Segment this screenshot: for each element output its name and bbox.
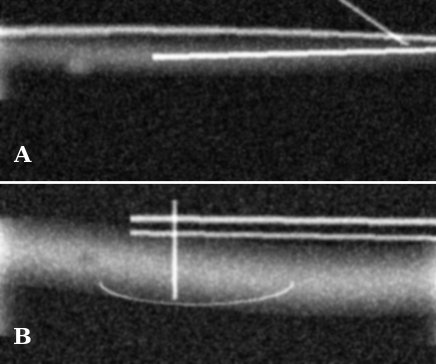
Text: B: B: [13, 328, 32, 349]
Text: A: A: [13, 145, 31, 167]
